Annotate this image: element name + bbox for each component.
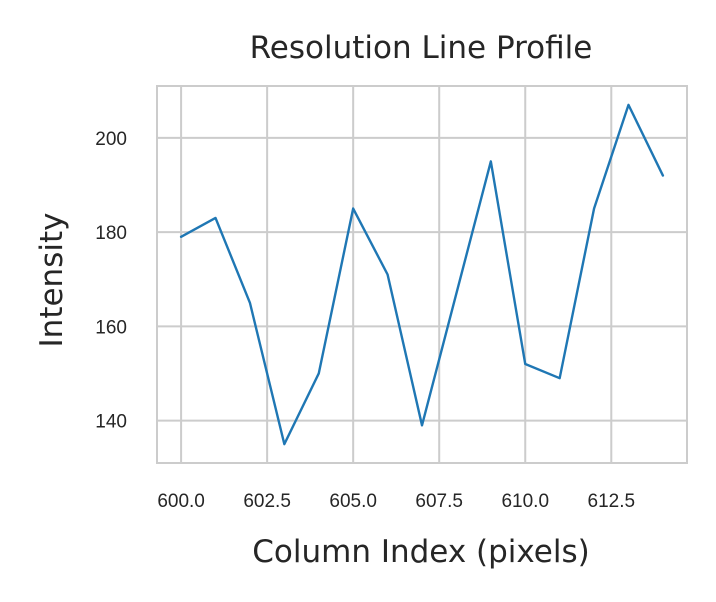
x-tick-label: 600.0	[157, 491, 205, 512]
x-tick-label: 602.5	[243, 491, 291, 512]
x-tick-labels: 600.0 602.5 605.0 607.5 610.0 612.5	[157, 491, 635, 512]
y-axis-label: Intensity	[34, 213, 70, 348]
y-tick-label: 200	[95, 129, 127, 150]
plot-frame	[156, 85, 688, 464]
y-gridlines	[157, 136, 687, 422]
y-tick-labels: 140 160 180 200	[95, 129, 127, 433]
x-axis-label: Column Index (pixels)	[252, 534, 589, 570]
y-tick-label: 140	[95, 412, 127, 433]
x-tick-label: 610.0	[501, 491, 549, 512]
x-gridlines	[180, 86, 613, 463]
x-tick-label: 605.0	[329, 491, 377, 512]
chart-title: Resolution Line Profile	[250, 30, 593, 66]
y-tick-label: 160	[95, 317, 127, 338]
x-tick-label: 607.5	[415, 491, 463, 512]
x-tick-label: 612.5	[588, 491, 636, 512]
y-tick-label: 180	[95, 223, 127, 244]
intensity-line	[179, 103, 665, 446]
